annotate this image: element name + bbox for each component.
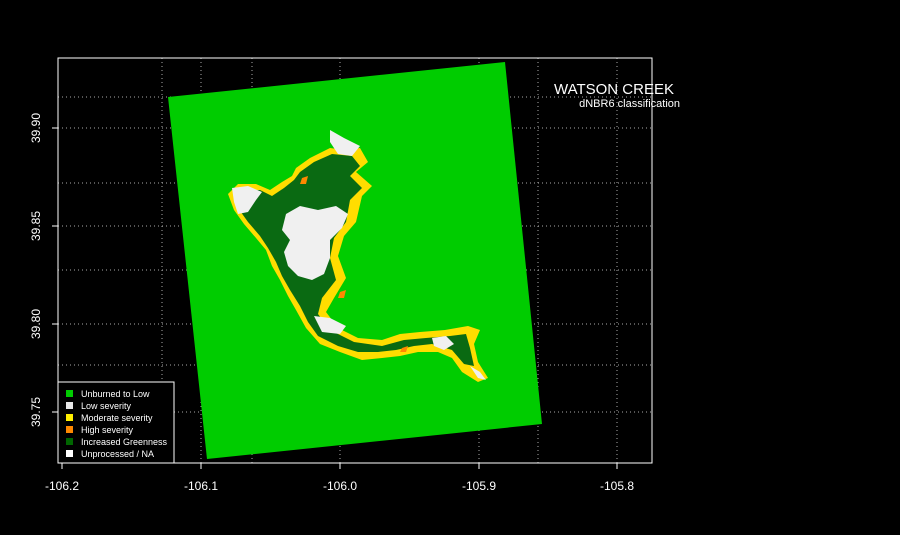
legend-item: Moderate severity (66, 413, 153, 423)
x-tick-label: -105.9 (462, 479, 496, 493)
legend-label: High severity (81, 425, 134, 435)
x-tick-label: -106.0 (323, 479, 357, 493)
x-tick-label: -106.2 (45, 479, 79, 493)
tick-marks (52, 127, 618, 469)
y-tick-label: 39.90 (29, 113, 43, 143)
fire-perimeter (228, 130, 488, 382)
y-tick-label: 39.75 (29, 397, 43, 427)
perimeter-low-severity-south (314, 316, 346, 334)
x-tick-label: -106.1 (184, 479, 218, 493)
legend-label: Moderate severity (81, 413, 153, 423)
legend-item: Unprocessed / NA (66, 449, 154, 459)
legend-item: Unburned to Low (66, 389, 150, 399)
legend-swatch (66, 414, 73, 421)
x-tick-label: -105.8 (600, 479, 634, 493)
y-tick-label: 39.80 (29, 309, 43, 339)
legend: Unburned to Low Low severity Moderate se… (57, 381, 175, 464)
raster-footprint (168, 62, 542, 459)
plot-frame (57, 57, 653, 464)
perimeter-low-severity-tip (470, 366, 486, 380)
legend-label: Unprocessed / NA (81, 449, 154, 459)
legend-swatch (66, 450, 73, 457)
legend-item: Increased Greenness (66, 437, 168, 447)
legend-item: High severity (66, 425, 134, 435)
legend-box (57, 381, 175, 464)
perimeter-low-severity-north (330, 130, 360, 156)
legend-swatch (66, 390, 73, 397)
legend-item: Low severity (66, 401, 132, 411)
legend-label: Low severity (81, 401, 132, 411)
y-tick-label: 39.85 (29, 211, 43, 241)
legend-label: Increased Greenness (81, 437, 168, 447)
perimeter-increased-greenness (234, 154, 474, 366)
legend-label: Unburned to Low (81, 389, 150, 399)
perimeter-low-severity-west (232, 186, 262, 214)
perimeter-low-severity-east (432, 336, 454, 350)
legend-swatch (66, 402, 73, 409)
map-subtitle: dNBR6 classification (579, 98, 680, 110)
legend-swatch (66, 426, 73, 433)
map-title: WATSON CREEK (554, 81, 674, 98)
perimeter-low-severity-center (282, 206, 348, 280)
legend-swatch (66, 438, 73, 445)
